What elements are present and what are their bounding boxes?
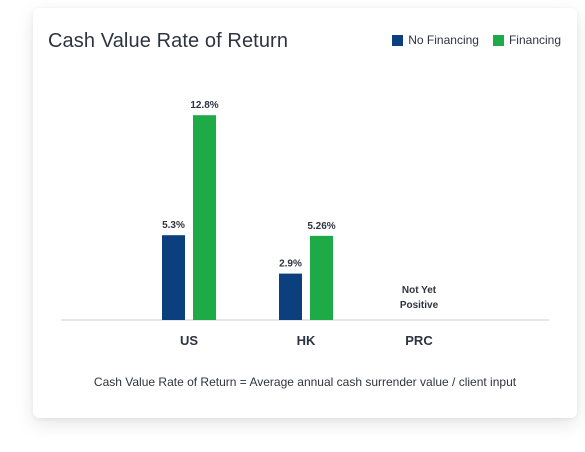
legend-item-no-financing: No Financing xyxy=(392,33,479,47)
x-tick-label-hk: HK xyxy=(297,333,316,348)
x-tick-label-prc: PRC xyxy=(405,333,433,348)
chart-card: Cash Value Rate of Return No Financing F… xyxy=(33,8,577,418)
bar-hk-financing xyxy=(310,235,333,320)
legend-item-financing: Financing xyxy=(492,33,561,47)
bar-us-no-financing xyxy=(162,235,185,320)
legend-label-financing: Financing xyxy=(508,33,561,47)
note-prc-line1: Not Yet xyxy=(402,285,437,296)
bar-hk-no-financing xyxy=(279,273,302,320)
data-label-hk-financing: 5.26% xyxy=(307,221,335,232)
legend-swatch-no-financing xyxy=(392,34,404,46)
data-label-us-financing: 12.8% xyxy=(190,100,218,111)
bar-chart: 5.3% 12.8% US 2.9% 5.26% HK Not Yet Positive PRC xyxy=(61,100,549,348)
note-prc-line2: Positive xyxy=(400,300,439,311)
legend-label-no-financing: No Financing xyxy=(408,33,479,47)
data-label-hk-no-financing: 2.9% xyxy=(279,259,302,270)
chart-title: Cash Value Rate of Return xyxy=(48,30,289,52)
chart-legend: No Financing Financing xyxy=(392,33,561,47)
legend-swatch-financing xyxy=(492,34,504,46)
bar-us-financing xyxy=(193,115,216,320)
x-tick-label-us: US xyxy=(180,333,198,348)
chart-footnote: Cash Value Rate of Return = Average annu… xyxy=(93,375,517,389)
data-label-us-no-financing: 5.3% xyxy=(162,220,185,231)
